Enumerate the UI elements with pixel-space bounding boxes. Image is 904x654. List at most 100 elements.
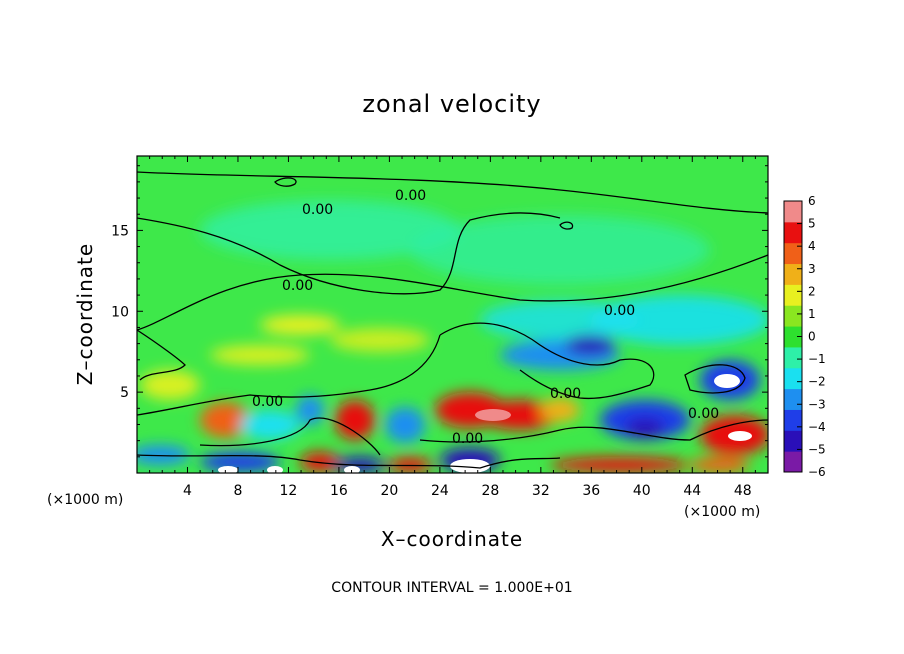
contour-label: 0.00 — [688, 406, 719, 422]
contour-label: 0.00 — [302, 202, 333, 218]
field-blob — [410, 215, 710, 285]
colorbar-segment — [784, 367, 802, 390]
field-core — [344, 466, 360, 473]
contour-line — [199, 417, 381, 456]
x-tick-label: 28 — [481, 483, 499, 499]
colorbar-segment — [784, 201, 802, 223]
x-unit-label-right: (×1000 m) — [684, 504, 760, 520]
field-blob — [335, 400, 375, 440]
contour-line — [137, 254, 768, 331]
colorbar-tick-label: 5 — [808, 217, 816, 231]
x-unit-label-left: (×1000 m) — [47, 492, 123, 508]
contour-label-group: 0.00 0.00 0.00 0.00 0.00 0.00 0.00 0.00 — [252, 188, 719, 447]
colorbar: 6 5 4 3 2 1 0 −1 −2 −3 −4 −5 −6 — [783, 194, 826, 479]
contour-line — [137, 212, 561, 295]
contour-label: 0.00 — [282, 278, 313, 294]
contour-label: 0.00 — [395, 188, 426, 204]
field-blob — [330, 328, 430, 352]
contour-lines — [137, 171, 768, 469]
x-tick-label: 44 — [683, 483, 701, 499]
colorbar-segment — [784, 430, 802, 452]
colorbar-tick-label: 6 — [808, 194, 816, 208]
x-tick-label: 8 — [233, 483, 242, 499]
contour-label: 0.00 — [550, 386, 581, 402]
colorbar-tick-label: 1 — [808, 307, 816, 321]
x-tick-label: 20 — [380, 483, 398, 499]
x-axis-label: X–coordinate — [381, 527, 523, 551]
colorbar-segment — [784, 409, 802, 431]
contour-line — [419, 419, 768, 443]
x-tick-label: 36 — [582, 483, 600, 499]
field-blob — [200, 402, 250, 438]
colorbar-tick-label: −1 — [808, 352, 826, 366]
colorbar-tick-label: −3 — [808, 397, 826, 411]
colorbar-segment — [784, 326, 802, 348]
contour-label: 0.00 — [252, 394, 283, 410]
contour-line — [137, 454, 561, 469]
colorbar-segment — [784, 242, 802, 265]
field-blob — [240, 410, 300, 440]
colorbar-tick-label: −2 — [808, 375, 826, 389]
field-blob — [260, 315, 340, 335]
field-blob — [550, 457, 690, 473]
field-core — [728, 431, 752, 441]
colorbar-tick-label: 4 — [808, 239, 816, 253]
x-axis: 4 8 12 16 20 24 28 32 36 40 44 48 — [149, 156, 756, 499]
contour-line — [137, 334, 441, 416]
colorbar-segment — [784, 305, 802, 327]
chart-title: zonal velocity — [362, 90, 541, 118]
contour-label: 0.00 — [452, 431, 483, 447]
field-blob — [140, 370, 200, 400]
y-tick-label: 15 — [111, 223, 129, 239]
colorbar-segment — [784, 284, 802, 306]
colorbar-segment — [784, 451, 802, 473]
field-blob — [565, 335, 615, 355]
colorbar-tick-label: 3 — [808, 262, 816, 276]
field-blob — [590, 295, 768, 345]
colorbar-segment — [784, 388, 802, 410]
colorbar-tick-label: −5 — [808, 442, 826, 456]
y-axis: 5 10 15 — [111, 165, 768, 458]
field-blob — [690, 457, 750, 473]
contour-line — [137, 329, 186, 381]
field-blob — [385, 407, 425, 443]
field-blob — [137, 445, 190, 465]
colorbar-segment — [784, 346, 802, 369]
contour-line — [439, 322, 655, 400]
field-core — [450, 459, 490, 473]
x-tick-label: 12 — [280, 483, 298, 499]
colorbar-segment — [784, 221, 802, 244]
colorbar-tick-label: 0 — [808, 330, 816, 344]
field-core — [267, 466, 283, 473]
contour-line — [684, 364, 746, 394]
field-blob — [480, 400, 560, 430]
field-blob — [200, 452, 280, 472]
field-core — [475, 409, 511, 421]
contour-line — [274, 177, 297, 187]
colorbar-tick-label: −4 — [808, 420, 826, 434]
x-tick-label: 48 — [734, 483, 752, 499]
colorbar-tick-label: 2 — [808, 284, 816, 298]
contour-line — [559, 221, 574, 230]
field-blob — [200, 200, 460, 260]
x-tick-label: 40 — [633, 483, 651, 499]
y-tick-label: 5 — [120, 385, 129, 401]
colorbar-segment — [784, 263, 802, 285]
y-axis-label: Z–coordinate — [73, 243, 97, 385]
field-blob — [480, 300, 640, 340]
contour-line — [137, 171, 768, 214]
colorbar-tick-label: −6 — [808, 465, 826, 479]
y-tick-label: 10 — [111, 304, 129, 320]
x-tick-label: 16 — [330, 483, 348, 499]
field-blob — [300, 452, 340, 472]
x-tick-label: 24 — [431, 483, 449, 499]
x-tick-label: 32 — [532, 483, 550, 499]
heatmap-field: 0.00 0.00 0.00 0.00 0.00 0.00 0.00 0.00 — [137, 156, 768, 473]
field-blob — [540, 398, 580, 422]
contour-interval-note: CONTOUR INTERVAL = 1.000E+01 — [331, 580, 572, 596]
field-core — [218, 466, 238, 473]
field-blob — [210, 345, 310, 365]
contour-label: 0.00 — [604, 303, 635, 319]
x-tick-label: 4 — [183, 483, 192, 499]
